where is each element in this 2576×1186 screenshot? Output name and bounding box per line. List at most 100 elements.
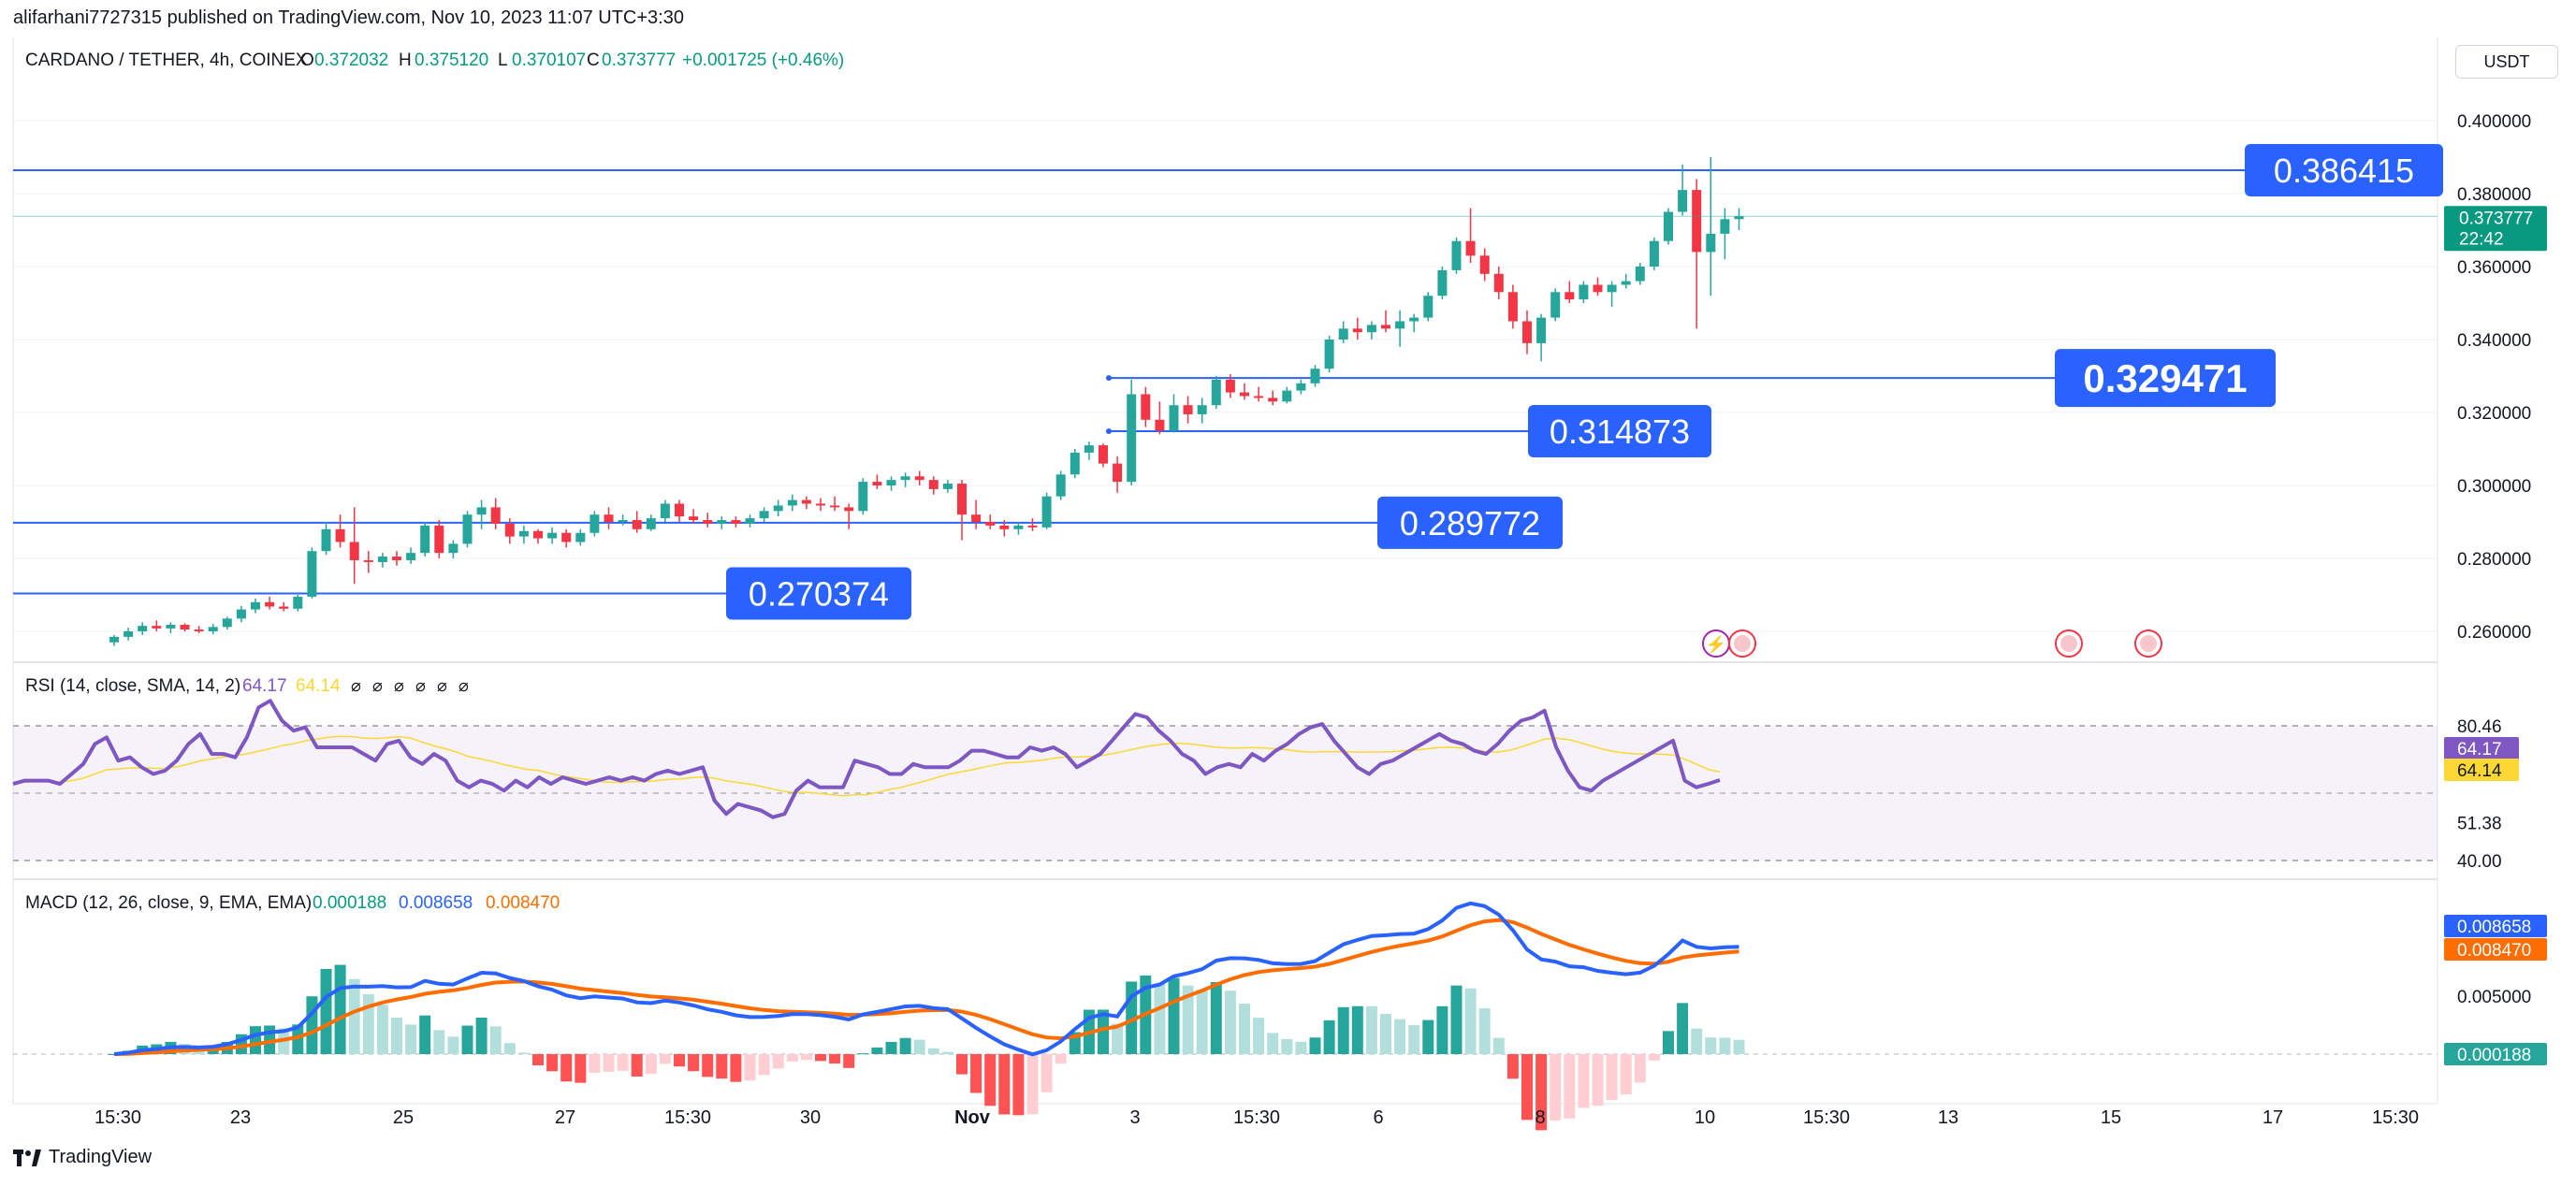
currency-button[interactable]: USDT [2455, 45, 2558, 79]
price-tick-label: 0.360000 [2457, 258, 2531, 278]
macd-hist-bar [1719, 1037, 1731, 1054]
candle-body [1183, 405, 1193, 414]
macd-hist-bar [1535, 1054, 1548, 1131]
price-tick-label: 0.400000 [2457, 112, 2531, 132]
macd-hist-bar [1663, 1031, 1674, 1054]
candle-body [1607, 284, 1617, 293]
candle-body [1013, 525, 1024, 529]
legend-symbol: CARDANO / TETHER, 4h, COINEX [25, 51, 308, 70]
macd-hist-bar [1055, 1054, 1067, 1064]
candle-body [194, 629, 204, 631]
candle-body [1113, 463, 1123, 483]
macd-hist-bar [998, 1054, 1011, 1115]
candle-body [124, 631, 134, 637]
candle-body [180, 624, 190, 630]
candle-body [1579, 284, 1589, 300]
level-badge[interactable] [2055, 349, 2276, 408]
candle-body [858, 482, 868, 512]
price-tick-label: 0.320000 [2457, 404, 2531, 424]
candle-body [504, 523, 515, 537]
macd-hist-bar [1098, 1009, 1109, 1054]
macd-hist-bar [1239, 1004, 1250, 1054]
candle-body [420, 525, 430, 554]
rsi-tick-label: 80.46 [2457, 717, 2502, 737]
macd-hist-bar [292, 1024, 304, 1054]
level-badge[interactable] [726, 567, 911, 620]
candle-body [1099, 445, 1108, 464]
candle-body [1338, 328, 1348, 340]
candle-body [844, 507, 854, 512]
candle-body [957, 484, 967, 515]
macd-hist-bar [1521, 1054, 1533, 1121]
candle-body [1451, 240, 1462, 270]
macd-hist-bar [1267, 1033, 1279, 1054]
macd-hist-bar [1408, 1024, 1420, 1054]
candle-body [1268, 398, 1278, 402]
candle-body [1734, 216, 1744, 220]
macd-hist-bar [659, 1054, 671, 1064]
candle-body [1169, 405, 1179, 431]
macd-hist-bar [1196, 990, 1208, 1054]
event-markers[interactable]: ⚡ [1702, 629, 2162, 658]
macd-legend-macd: 0.008658 [399, 893, 473, 913]
macd-hist-bar [1492, 1037, 1505, 1054]
price-tick-label: 0.260000 [2457, 623, 2531, 643]
macd-hist-bar [1365, 1005, 1377, 1054]
candle-body [660, 503, 670, 519]
time-tick-label: 3 [1129, 1107, 1140, 1128]
candle-body [1493, 273, 1504, 293]
candle-body [1692, 190, 1702, 253]
candle-body [518, 530, 529, 537]
candle-body [377, 557, 387, 562]
macd-hist-bar [1648, 1054, 1660, 1061]
macd-value-badge [2444, 915, 2547, 937]
rsi-tick-label: 40.00 [2457, 852, 2502, 872]
empty-value-icon: ⌀ [394, 676, 404, 695]
macd-legend-hist: 0.000188 [313, 893, 386, 913]
macd-hist-bar [391, 1017, 402, 1054]
candle-body [1366, 325, 1376, 333]
macd-hist-bar [348, 978, 360, 1054]
rsi-line [12, 699, 1721, 819]
candle-body [928, 480, 939, 489]
candle-body [1055, 474, 1066, 497]
macd-hist-bar [984, 1054, 997, 1106]
level-badge[interactable] [1528, 404, 1711, 457]
candle-body [632, 520, 642, 529]
macd-hist-bar [475, 1017, 488, 1054]
macd-hist-bar [489, 1026, 502, 1054]
macd-hist-bar [250, 1026, 261, 1054]
candle-body [448, 543, 458, 554]
macd-hist-bar [744, 1054, 756, 1081]
candle-body [1649, 240, 1659, 267]
candle-body [985, 522, 996, 526]
macd-hist-bar [899, 1037, 911, 1054]
candle-body [1465, 240, 1476, 256]
level-badge[interactable] [2245, 143, 2443, 196]
candle-body [1621, 281, 1631, 285]
macd-hist-bar [758, 1054, 770, 1076]
rsi-sma-badge [2444, 759, 2519, 781]
macd-hist-bar [1394, 1019, 1406, 1054]
macd-hist-bar [419, 1015, 431, 1054]
macd-hist-bar [815, 1054, 826, 1062]
time-tick-label: 15:30 [95, 1107, 141, 1128]
macd-hist-bar [560, 1054, 573, 1082]
macd-hist-bar [405, 1024, 417, 1054]
candle-body [1296, 383, 1306, 391]
candle-body [406, 553, 416, 560]
macd-hist-bar [956, 1054, 968, 1075]
published-header: alifarhani7727315 published on TradingVi… [13, 7, 684, 28]
macd-hist-bar [857, 1053, 869, 1055]
level-badge[interactable] [1377, 496, 1563, 549]
current-price-label: 0.373777 [2459, 209, 2533, 228]
candle-body [1240, 392, 1249, 397]
candle-body [759, 511, 769, 519]
rsi-value-label: 64.17 [2457, 740, 2502, 759]
time-tick-label: 30 [800, 1107, 821, 1128]
candle-body [731, 520, 741, 524]
macd-hist-bar [1210, 981, 1222, 1054]
time-tick-label: 13 [1938, 1107, 1958, 1128]
candle-body [236, 609, 246, 619]
